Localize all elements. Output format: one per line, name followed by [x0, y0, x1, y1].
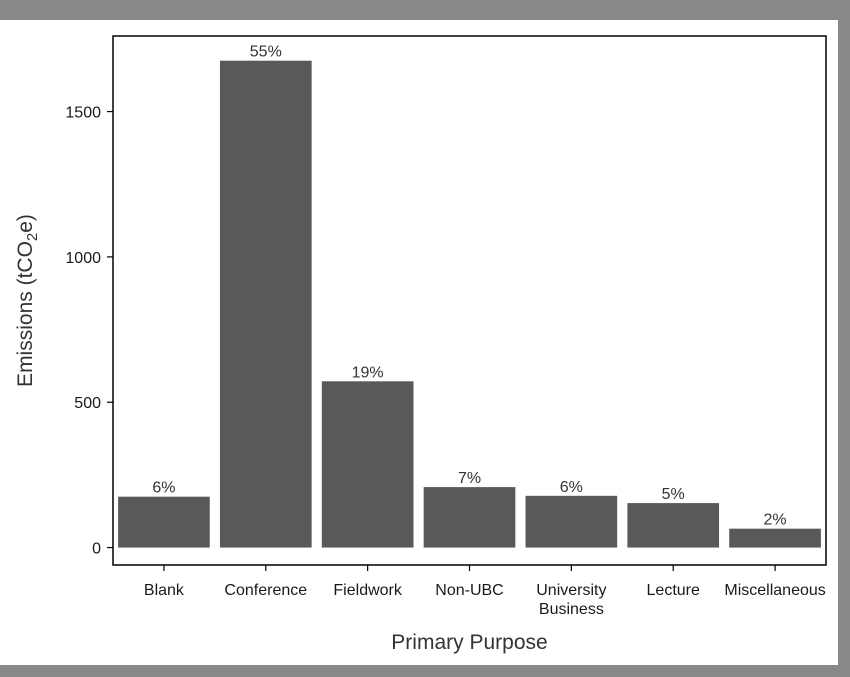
- y-axis-title-main: Emissions (tCO: [14, 241, 37, 387]
- x-tick-label-fieldwork: Fieldwork: [333, 582, 402, 599]
- bar-fieldwork: [321, 381, 414, 548]
- x-tick-label-line: Miscellaneous: [724, 582, 825, 599]
- data-label-conference: 55%: [250, 44, 282, 61]
- data-label-lecture: 5%: [662, 486, 685, 503]
- bar-non-ubc: [423, 487, 516, 548]
- x-tick-label-line: Conference: [224, 582, 307, 599]
- x-tick-label-university-business: University Business: [536, 582, 606, 618]
- data-label-miscellaneous: 2%: [764, 512, 787, 529]
- x-tick-label-non-ubc: Non-UBC: [435, 582, 503, 599]
- bar-lecture: [627, 503, 720, 548]
- x-tick-label-line: University: [536, 582, 606, 599]
- bar-chart: 6% 55% 19% 7% 6% 5% 2% 0 500 1000 1500 Blank Confe…: [14, 35, 827, 654]
- bar-conference: [219, 60, 312, 548]
- bar-university-business: [525, 495, 618, 548]
- y-axis-title-suffix: e): [14, 214, 37, 233]
- x-tick-label-line: Non-UBC: [435, 582, 503, 599]
- y-tick-label-1500: 1500: [65, 105, 101, 122]
- bars-group: [118, 60, 821, 548]
- x-tick-label-line: Blank: [144, 582, 185, 599]
- data-label-university-business: 6%: [560, 479, 583, 496]
- y-tick-label-1000: 1000: [65, 250, 101, 267]
- bar-labels-group: 6% 55% 19% 7% 6% 5% 2%: [152, 44, 786, 529]
- x-axis-title: Primary Purpose: [391, 631, 547, 654]
- x-tick-label-miscellaneous: Miscellaneous: [724, 582, 825, 599]
- x-tick-label-blank: Blank: [144, 582, 185, 599]
- figure-panel: 6% 55% 19% 7% 6% 5% 2% 0 500 1000 1500 Blank Confe…: [0, 20, 838, 665]
- y-tick-label-0: 0: [92, 541, 101, 558]
- y-tick-label-500: 500: [74, 395, 101, 412]
- y-axis: 0 500 1000 1500: [65, 105, 113, 558]
- bar-miscellaneous: [729, 528, 821, 548]
- data-label-fieldwork: 19%: [352, 364, 384, 381]
- y-axis-title: Emissions (tCO2e): [14, 214, 41, 387]
- x-tick-label-conference: Conference: [224, 582, 307, 599]
- x-tick-label-line: Business: [539, 601, 604, 618]
- bar-blank: [118, 496, 210, 548]
- data-label-non-ubc: 7%: [458, 470, 481, 487]
- x-tick-label-line: Lecture: [647, 582, 700, 599]
- x-tick-label-line: Fieldwork: [333, 582, 402, 599]
- x-axis: Blank Conference Fieldwork Non-UBC Universit…: [144, 565, 826, 618]
- data-label-blank: 6%: [152, 480, 175, 497]
- y-axis-title-subscript: 2: [24, 233, 41, 241]
- x-tick-label-lecture: Lecture: [647, 582, 700, 599]
